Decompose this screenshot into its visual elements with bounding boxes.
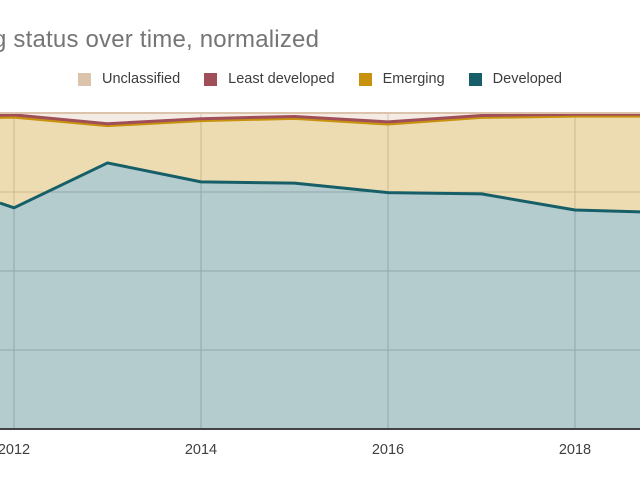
- legend-swatch: [204, 72, 218, 86]
- legend-swatch: [358, 72, 372, 86]
- legend-label: Unclassified: [102, 71, 181, 87]
- legend-swatch: [78, 72, 91, 86]
- x-axis-tick-2018: 2018: [558, 442, 592, 458]
- legend-item-least-developed: Least developed: [204, 71, 335, 87]
- chart-legend: Unclassified Least developed Emerging De…: [0, 70, 640, 88]
- x-axis-tick-2012: 2012: [0, 442, 31, 458]
- legend-item-developed: Developed: [468, 71, 562, 87]
- legend-item-unclassified: Unclassified: [78, 71, 180, 87]
- legend-label: Developed: [492, 71, 562, 87]
- legend-label: Least developed: [228, 71, 335, 87]
- x-axis-tick-2016: 2016: [371, 442, 405, 458]
- chart-title: g status over time, normalized: [0, 26, 320, 53]
- legend-item-emerging: Emerging: [358, 71, 445, 87]
- legend-label: Emerging: [382, 71, 445, 87]
- x-axis-tick-2014: 2014: [184, 442, 218, 458]
- legend-swatch: [468, 72, 482, 86]
